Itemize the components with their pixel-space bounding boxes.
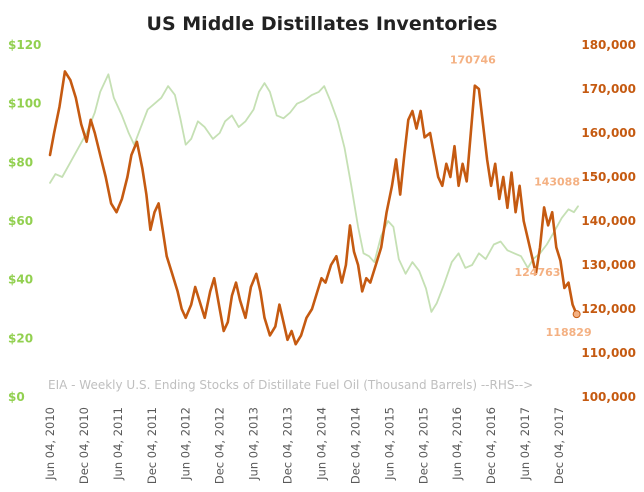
- x-axis: Jun 04, 2010 Dec 04, 2010 Jun 04, 2011 Dec …: [43, 407, 566, 484]
- right-tick-label: 150,000: [581, 170, 636, 184]
- x-tick-label: Jun 04, 2015: [382, 407, 396, 481]
- distillate-stocks-line: [48, 70, 578, 346]
- left-tick-label: $80: [8, 155, 33, 169]
- left-tick-label: $40: [8, 273, 33, 287]
- data-labels: 170746 143088 124763 118829: [450, 54, 592, 339]
- left-axis: $0 $20 $40 $60 $80 $100 $120: [8, 38, 41, 404]
- x-tick-label: Dec 04, 2012: [213, 407, 227, 484]
- left-tick-label: $60: [8, 214, 33, 228]
- source-annotation: EIA - Weekly U.S. Ending Stocks of Disti…: [48, 378, 533, 392]
- right-tick-label: 170,000: [581, 82, 636, 96]
- left-tick-label: $0: [8, 390, 25, 404]
- plot-area: [48, 70, 581, 346]
- data-label: 170746: [450, 54, 496, 67]
- x-tick-label: Jun 04, 2016: [450, 407, 464, 481]
- x-tick-label: Dec 04, 2011: [145, 407, 159, 484]
- x-tick-label: Jun 04, 2012: [179, 407, 193, 481]
- x-tick-label: Jun 04, 2013: [247, 407, 261, 481]
- right-tick-label: 140,000: [581, 214, 636, 228]
- right-tick-label: 100,000: [581, 390, 636, 404]
- right-tick-label: 160,000: [581, 126, 636, 140]
- oil-price-line: [49, 73, 579, 313]
- x-tick-label: Dec 04, 2013: [281, 407, 295, 484]
- x-tick-label: Dec 04, 2010: [77, 407, 91, 484]
- data-label: 124763: [514, 266, 560, 279]
- x-tick-label: Jun 04, 2014: [314, 407, 328, 481]
- last-point-marker: [572, 310, 581, 319]
- data-label: 143088: [534, 175, 580, 188]
- chart-title: US Middle Distillates Inventories: [147, 13, 498, 35]
- right-tick-label: 110,000: [581, 346, 636, 360]
- left-tick-label: $100: [8, 97, 41, 111]
- right-tick-label: 180,000: [581, 38, 636, 52]
- left-tick-label: $120: [8, 38, 41, 52]
- data-label: 118829: [546, 326, 592, 339]
- x-tick-label: Dec 04, 2017: [552, 407, 566, 484]
- right-tick-label: 120,000: [581, 302, 636, 316]
- x-tick-label: Jun 04, 2010: [43, 407, 57, 481]
- x-tick-label: Jun 04, 2011: [111, 407, 125, 481]
- x-tick-label: Jun 04, 2017: [518, 407, 532, 481]
- x-tick-label: Dec 04, 2015: [416, 407, 430, 484]
- right-axis: 100,000 110,000 120,000 130,000 140,000 150,0…: [581, 38, 636, 404]
- x-tick-label: Dec 04, 2014: [348, 407, 362, 484]
- x-tick-label: Dec 04, 2016: [484, 407, 498, 484]
- right-tick-label: 130,000: [581, 258, 636, 272]
- left-tick-label: $20: [8, 331, 33, 345]
